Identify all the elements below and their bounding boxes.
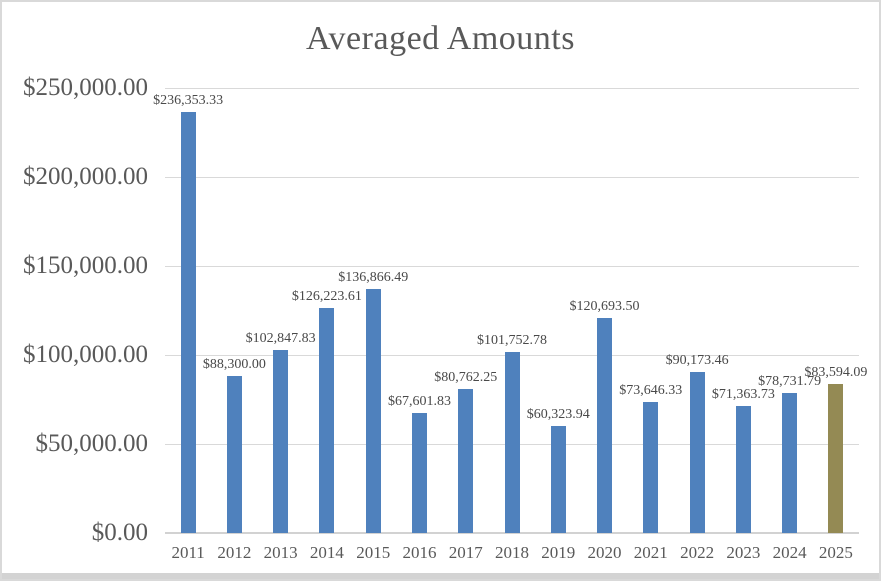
x-tick-label-2012: 2012: [217, 543, 252, 562]
bar-value-label-2025: $83,594.09: [804, 365, 868, 381]
bar-2020[interactable]: [597, 318, 613, 533]
gridline: [165, 177, 859, 178]
bar-value-label-2011: $236,353.33: [153, 93, 224, 109]
y-tick-label: $100,000.00: [23, 341, 148, 368]
x-tick-label-2024: 2024: [772, 543, 807, 562]
bar-2014[interactable]: [319, 308, 335, 533]
bar-2021[interactable]: [643, 401, 659, 533]
bar-value-label-2013: $102,847.83: [245, 330, 316, 346]
bar-2015[interactable]: [365, 289, 381, 533]
x-tick-label-2019: 2019: [541, 543, 576, 562]
x-axis-line: [165, 532, 859, 534]
chart-title: Averaged Amounts: [306, 20, 575, 57]
bar-value-label-2019: $60,323.94: [526, 406, 590, 422]
bar-2018[interactable]: [504, 351, 520, 533]
bar-2012[interactable]: [226, 375, 242, 533]
bar-value-label-2012: $88,300.00: [202, 356, 266, 372]
bar-value-label-2016: $67,601.83: [387, 393, 451, 409]
bar-2019[interactable]: [550, 425, 566, 533]
bar-value-label-2021: $73,646.33: [619, 382, 683, 398]
bar-value-label-2022: $90,173.46: [665, 353, 729, 369]
bar-value-label-2018: $101,752.78: [477, 332, 547, 348]
bar-value-label-2014: $126,223.61: [291, 289, 362, 305]
x-tick-label-2018: 2018: [495, 543, 529, 562]
gridline: [165, 266, 859, 267]
bar-2025[interactable]: [828, 384, 844, 533]
x-tick-label-2015: 2015: [356, 543, 391, 562]
x-tick-label-2013: 2013: [263, 543, 298, 562]
x-tick-label-2025: 2025: [818, 543, 853, 562]
y-tick-label: $0.00: [91, 519, 148, 546]
x-tick-label-2022: 2022: [680, 543, 715, 562]
x-tick-label-2020: 2020: [587, 543, 622, 562]
bottom-border-strip: [2, 573, 879, 579]
x-tick-label-2023: 2023: [726, 543, 761, 562]
y-tick-label: $150,000.00: [23, 252, 148, 279]
x-tick-label-2016: 2016: [402, 543, 437, 562]
bar-2022[interactable]: [689, 372, 705, 533]
bar-value-label-2017: $80,762.25: [434, 370, 498, 386]
bar-value-label-2023: $71,363.73: [711, 386, 775, 402]
x-tick-label-2011: 2011: [171, 543, 205, 562]
bar-2016[interactable]: [411, 412, 427, 533]
x-tick-label-2014: 2014: [309, 543, 344, 562]
bar-2017[interactable]: [458, 389, 474, 533]
bar-2023[interactable]: [735, 405, 751, 533]
gridline: [165, 88, 859, 89]
y-tick-label: $250,000.00: [23, 74, 148, 101]
bar-value-label-2015: $136,866.49: [338, 270, 409, 286]
y-tick-label: $50,000.00: [35, 430, 149, 457]
y-tick-label: $200,000.00: [23, 163, 148, 190]
bar-value-label-2020: $120,693.50: [569, 299, 640, 315]
bar-value-label-2024: $78,731.79: [758, 373, 822, 389]
bar-2013[interactable]: [273, 349, 289, 533]
bar-2011[interactable]: [180, 112, 196, 533]
x-tick-label-2021: 2021: [633, 543, 668, 562]
bar-2024[interactable]: [782, 392, 798, 533]
x-tick-label-2017: 2017: [448, 543, 483, 562]
